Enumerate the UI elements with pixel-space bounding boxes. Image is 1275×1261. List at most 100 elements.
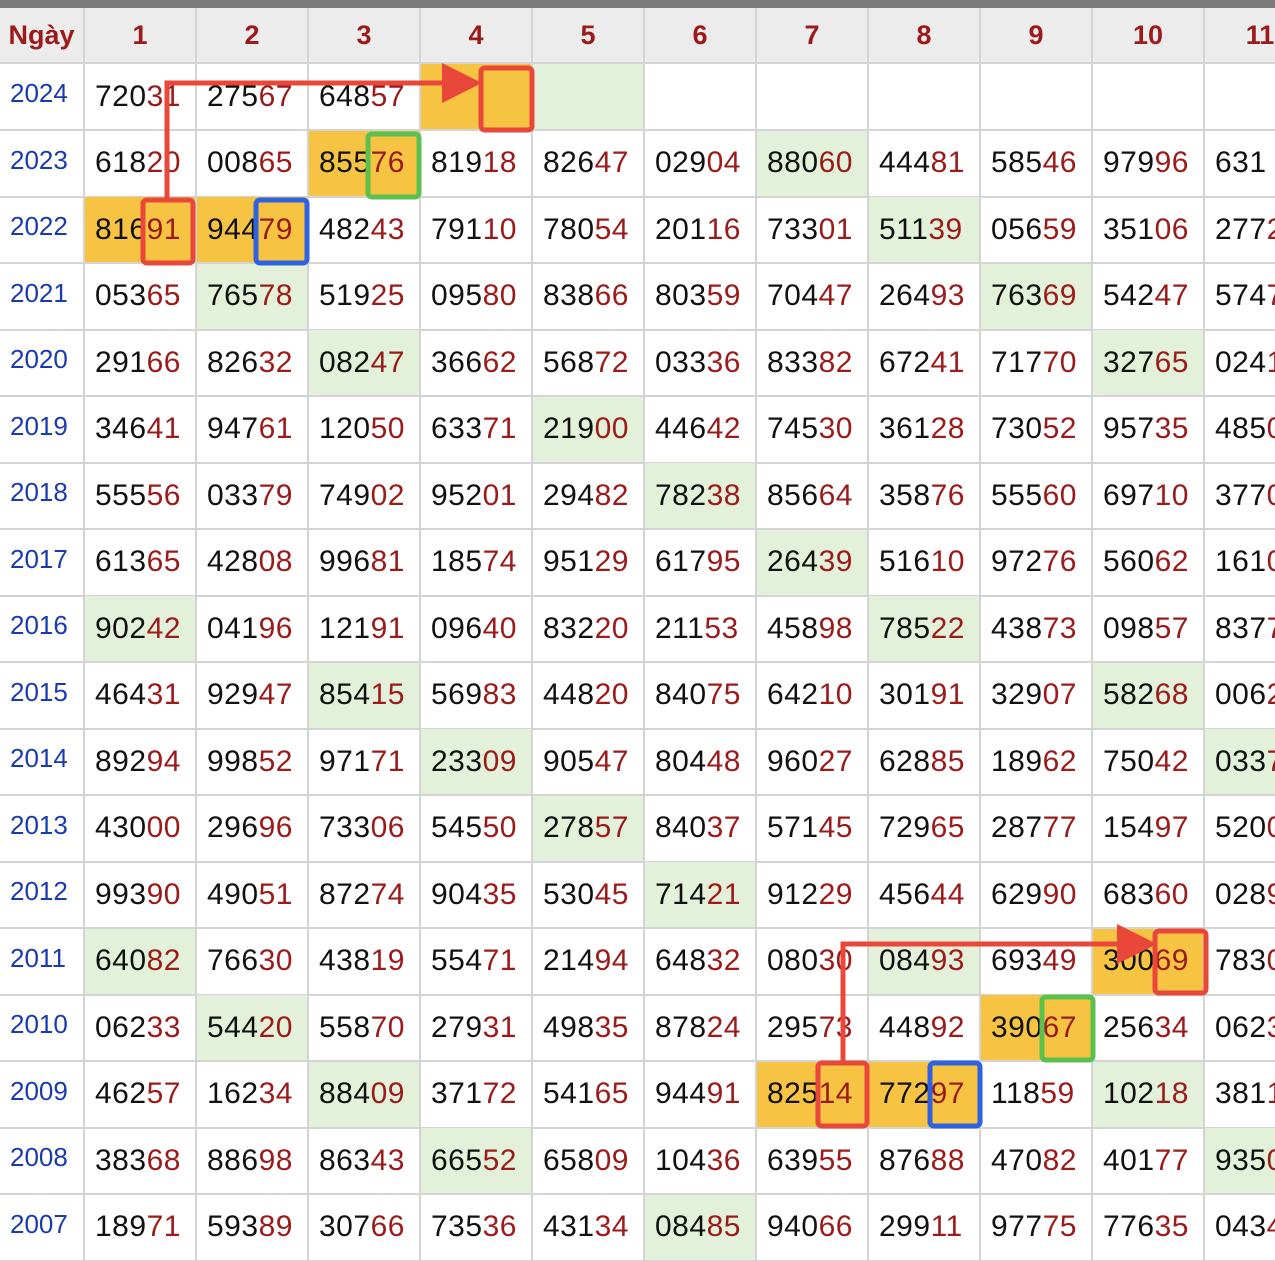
number-cell: 301 91 [869, 662, 981, 730]
digits-tail: 82 [594, 478, 629, 512]
header-cell: 6 [645, 8, 757, 64]
number-cell: 569 83 [421, 662, 533, 730]
number-cell: 446 42 [645, 396, 757, 464]
digits-head: 826 [543, 146, 595, 179]
year-cell: 2014 [0, 729, 85, 796]
digits-tail: 76 [370, 146, 405, 179]
number-cell [869, 64, 981, 131]
number-cell: 104 36 [645, 1128, 757, 1195]
digits-head: 886 [207, 1143, 259, 1177]
digits-head: 498 [543, 1010, 595, 1044]
number-cell: 648 57 [309, 64, 421, 131]
digits-head: 554 [431, 944, 483, 977]
digits-tail: 70 [370, 1010, 405, 1044]
digits-head: 104 [655, 1143, 707, 1177]
digits-head: 617 [655, 545, 707, 578]
number-cell: 401 77 [1093, 1128, 1205, 1195]
digits-tail: 0 [1267, 412, 1275, 446]
digits-tail: 47 [258, 678, 293, 711]
number-cell: 118 59 [981, 1061, 1093, 1129]
digits-head: 307 [319, 1210, 371, 1243]
digits-tail: 20 [258, 1010, 293, 1044]
digits-head: 863 [319, 1143, 371, 1177]
number-cell [533, 64, 645, 131]
digits-tail: 79 [258, 212, 293, 246]
digits-tail: 71 [146, 1210, 181, 1243]
number-cell: 833 82 [757, 330, 869, 397]
digits-head: 080 [767, 944, 819, 977]
digits-head: 381 [1215, 1077, 1267, 1110]
number-cell: 672 41 [869, 330, 981, 397]
number-cell: 633 71 [421, 396, 533, 464]
number-cell: 693 49 [981, 928, 1093, 996]
digits-tail: 41 [930, 345, 965, 379]
digits-tail: 68 [1154, 678, 1189, 711]
digits-head: 672 [879, 345, 931, 379]
digits-tail: 91 [706, 1077, 741, 1110]
year-cell: 2017 [0, 529, 85, 597]
digits-head: 902 [95, 611, 147, 645]
number-cell: 593 89 [197, 1194, 309, 1261]
digits-head: 278 [543, 811, 595, 844]
digits-tail: 90 [1042, 877, 1077, 911]
digits-head: 840 [655, 678, 707, 711]
number-cell: 749 02 [309, 463, 421, 530]
digits-tail: 0 [1267, 811, 1275, 845]
number-cell: 902 42 [85, 596, 197, 663]
digits-head: 733 [767, 212, 819, 246]
number-cell: 084 93 [869, 928, 981, 996]
number-cell: 428 08 [197, 529, 309, 597]
number-cell: 462 57 [85, 1061, 197, 1129]
number-cell: 585 46 [981, 130, 1093, 198]
number-cell: 490 51 [197, 862, 309, 929]
digits-head: 024 [1215, 345, 1267, 379]
digits-head: 428 [207, 545, 259, 578]
digits-head: 854 [319, 678, 371, 711]
digits-head: 006 [1215, 678, 1267, 711]
digits-head: 327 [1103, 345, 1155, 379]
digits-tail: 31 [482, 1010, 517, 1044]
year-cell: 2007 [0, 1194, 85, 1261]
number-cell [1205, 64, 1275, 131]
digits-tail: 88 [930, 1143, 965, 1177]
digits-tail: 9 [1267, 878, 1275, 912]
number-cell: 120 50 [309, 396, 421, 464]
digits-head: 545 [431, 811, 483, 844]
digits-head: 062 [1215, 1010, 1267, 1044]
number-cell: 826 32 [197, 330, 309, 397]
digits-head: 979 [1103, 146, 1155, 179]
digits-head: 642 [767, 678, 819, 711]
number-cell: 765 78 [197, 263, 309, 331]
digits-tail: 31 [146, 678, 181, 711]
digits-head: 033 [655, 345, 707, 379]
digits-head: 277 [1215, 212, 1267, 246]
digits-head: 720 [95, 79, 147, 113]
number-cell: 121 91 [309, 596, 421, 663]
number-cell: 568 72 [533, 330, 645, 397]
number-cell: 080 30 [757, 928, 869, 996]
digits-head: 154 [1103, 811, 1155, 844]
number-cell: 438 73 [981, 596, 1093, 663]
digits-head: 745 [767, 412, 819, 445]
header-cell: 8 [869, 8, 981, 64]
number-cell: 264 39 [757, 529, 869, 597]
digits-tail: 57 [146, 1077, 181, 1110]
number-cell: 062 33 [85, 995, 197, 1062]
digits-tail: 08 [258, 545, 293, 578]
digits-head: 905 [543, 744, 595, 778]
digits-tail: 94 [594, 944, 629, 977]
digits-tail: 21 [706, 877, 741, 911]
number-cell: 952 01 [421, 463, 533, 530]
digits-tail: 57 [1154, 611, 1189, 645]
digits-head: 729 [879, 811, 931, 844]
digits-head: 582 [1103, 678, 1155, 711]
digits-tail: 47 [370, 345, 405, 379]
digits-tail: 57 [594, 811, 629, 844]
year-cell: 2010 [0, 995, 85, 1062]
number-cell: 880 60 [757, 130, 869, 198]
digits-head: 043 [1215, 1210, 1267, 1243]
digits-head: 837 [1215, 611, 1267, 645]
digits-tail: 18 [1154, 1077, 1189, 1110]
number-cell: 972 76 [981, 529, 1093, 597]
